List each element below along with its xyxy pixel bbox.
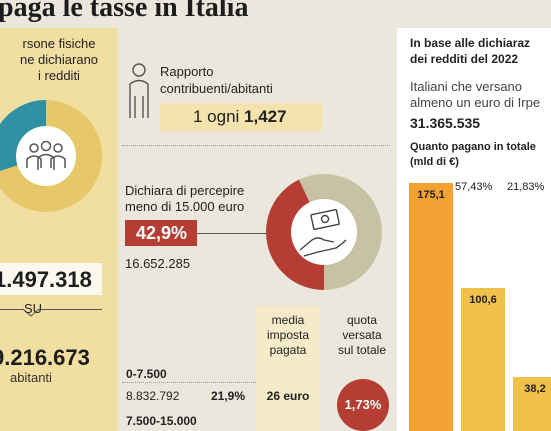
col-header-media-2: imposta — [266, 328, 310, 342]
donut-center — [291, 199, 357, 265]
bar-value-label-3: 38,2 — [524, 382, 546, 395]
right-sub-value: 31.365.535 — [410, 115, 481, 131]
bar-value-label-2: 100,6 — [469, 294, 497, 307]
right-sub-line-1: Italiani che versano — [410, 79, 523, 94]
population-label: abitanti — [10, 370, 52, 385]
row-range-2: 7.500-15.000 — [126, 414, 197, 428]
quota-badge — [337, 379, 389, 431]
ratio-label-line-1: Rapporto — [160, 64, 214, 79]
ratio-prefix: 1 ogni — [193, 107, 245, 126]
column-highlight — [256, 306, 320, 431]
chart-title-line-1: Quanto pagano in totale — [410, 141, 536, 153]
tax-bar-chart: 175,1 100,6 57,43% 38,2 21,83% — [397, 0, 551, 431]
taxpayers-donut-chart — [0, 100, 102, 212]
col-header-quota-3: sul totale — [337, 343, 387, 357]
divider-line — [0, 309, 102, 310]
person-outline-icon — [129, 63, 149, 118]
connector-line — [197, 233, 267, 234]
low-income-donut-chart — [266, 174, 382, 290]
low-income-line-2: meno di 15.000 euro — [125, 199, 245, 214]
population-value: 9.216.673 — [0, 345, 90, 370]
col-header-quota-1: quota — [346, 313, 378, 327]
chart-title-line-2: (mld di €) — [410, 156, 459, 168]
row-range: 0-7.500 — [126, 367, 167, 381]
su-label: SU — [24, 301, 43, 316]
taxpayers-count-box — [0, 263, 102, 295]
bar-percent-label-2: 57,43% — [455, 181, 493, 193]
row-share: 21,9% — [211, 389, 246, 403]
left-heading-line-3: i redditi — [38, 68, 80, 83]
ratio-label-line-2: contribuenti/abitanti — [160, 81, 273, 96]
bar-3 — [513, 376, 551, 431]
row-tax: 26 euro — [266, 389, 310, 403]
donut-center — [16, 126, 76, 186]
divider-notch — [22, 308, 40, 317]
low-income-count: 16.652.285 — [125, 256, 191, 271]
right-heading-line-1: In base alle dichiaraz — [410, 36, 531, 50]
row-divider — [122, 382, 256, 383]
people-icon — [26, 140, 66, 170]
taxpayers-count: 1.497.318 — [0, 267, 92, 292]
ratio-value: 1 ogni 1,427 — [193, 107, 287, 127]
right-sub-line-2: almeno un euro di Irpe — [410, 95, 541, 110]
low-income-percent: 42,9% — [136, 223, 188, 243]
ratio-box — [160, 103, 322, 131]
bar-2 — [461, 288, 505, 431]
col-header-media-1: media — [271, 313, 305, 327]
low-income-percent-box — [125, 220, 197, 246]
left-heading-line-2: ne dichiarano — [19, 52, 99, 67]
right-heading-line-2: dei redditi del 2022 — [410, 52, 519, 66]
col-header-media-3: pagata — [269, 343, 307, 357]
bar-1 — [409, 182, 453, 431]
col-header-quota: quota versata sul totale — [326, 313, 398, 358]
left-panel — [0, 28, 118, 431]
ratio-number: 1,427 — [244, 107, 287, 126]
bar-percent-label-3: 21,83% — [507, 181, 545, 193]
low-income-line-1: Dichiara di percepire — [125, 183, 245, 198]
row-count: 8.832.792 — [126, 389, 180, 403]
col-header-quota-2: versata — [342, 328, 382, 342]
section-divider — [122, 145, 390, 146]
quota-value: 1,73% — [344, 397, 382, 412]
bar-value-label-1: 175,1 — [417, 188, 445, 201]
col-header-media: media imposta pagata — [256, 313, 320, 358]
left-heading-line-1: rsone fisiche — [22, 36, 96, 51]
page-title: paga le tasse in Italia — [0, 0, 249, 23]
money-hand-icon — [299, 208, 347, 257]
